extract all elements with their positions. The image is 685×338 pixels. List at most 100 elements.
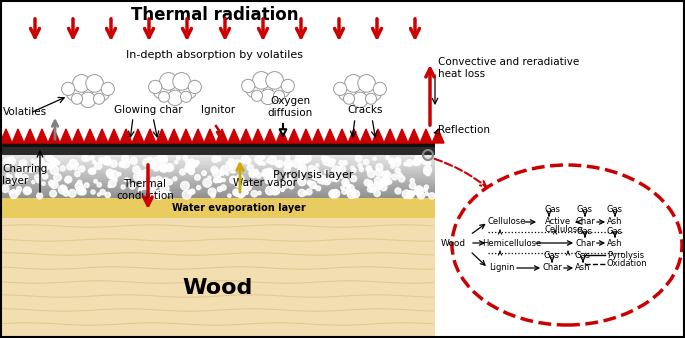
Circle shape xyxy=(50,166,59,174)
Circle shape xyxy=(53,173,62,181)
Circle shape xyxy=(153,165,159,171)
Circle shape xyxy=(186,160,190,164)
Circle shape xyxy=(62,82,75,96)
Circle shape xyxy=(108,173,111,176)
Circle shape xyxy=(167,166,173,171)
Circle shape xyxy=(334,82,347,96)
Bar xyxy=(0,187,435,189)
Circle shape xyxy=(276,160,284,167)
Circle shape xyxy=(282,180,290,188)
Circle shape xyxy=(134,173,142,181)
Circle shape xyxy=(145,157,153,166)
Circle shape xyxy=(374,190,380,197)
Circle shape xyxy=(76,78,100,102)
Polygon shape xyxy=(168,129,180,143)
Polygon shape xyxy=(0,129,12,143)
Circle shape xyxy=(166,179,173,185)
Circle shape xyxy=(148,187,151,191)
Text: Convective and reradiative
heat loss: Convective and reradiative heat loss xyxy=(438,57,580,79)
Circle shape xyxy=(12,189,15,193)
Circle shape xyxy=(387,179,392,184)
Circle shape xyxy=(380,184,387,191)
Circle shape xyxy=(255,171,258,174)
Circle shape xyxy=(155,179,162,186)
Text: Oxidation: Oxidation xyxy=(607,260,647,268)
Circle shape xyxy=(75,183,83,190)
Circle shape xyxy=(404,162,408,166)
Circle shape xyxy=(246,80,264,98)
Circle shape xyxy=(238,190,245,197)
Circle shape xyxy=(95,163,102,170)
Circle shape xyxy=(238,192,244,198)
Circle shape xyxy=(263,171,268,176)
Circle shape xyxy=(173,177,177,181)
Circle shape xyxy=(416,191,423,197)
Text: Gas: Gas xyxy=(545,206,561,215)
Circle shape xyxy=(100,160,103,164)
Circle shape xyxy=(266,159,270,163)
Circle shape xyxy=(195,175,200,180)
Circle shape xyxy=(255,156,262,163)
Circle shape xyxy=(56,161,60,165)
Circle shape xyxy=(188,169,195,175)
Bar xyxy=(0,192,435,194)
Circle shape xyxy=(42,163,49,170)
Text: Active: Active xyxy=(545,217,571,226)
Text: Volatiles: Volatiles xyxy=(3,107,47,117)
Circle shape xyxy=(233,160,242,169)
Circle shape xyxy=(323,157,331,165)
Circle shape xyxy=(287,163,292,167)
Circle shape xyxy=(415,186,423,194)
Circle shape xyxy=(386,156,389,159)
Circle shape xyxy=(298,177,306,186)
Circle shape xyxy=(268,170,274,176)
Circle shape xyxy=(3,158,12,167)
Text: Gas: Gas xyxy=(575,251,591,261)
Circle shape xyxy=(343,161,347,165)
Circle shape xyxy=(167,192,171,195)
Circle shape xyxy=(8,175,12,179)
Circle shape xyxy=(415,187,423,195)
Polygon shape xyxy=(372,129,384,143)
Circle shape xyxy=(71,93,82,104)
Circle shape xyxy=(103,158,110,165)
Text: Gas: Gas xyxy=(544,251,560,261)
Circle shape xyxy=(347,190,356,198)
Circle shape xyxy=(325,170,328,173)
Circle shape xyxy=(158,153,166,162)
Bar xyxy=(0,143,435,155)
Circle shape xyxy=(225,172,229,175)
Circle shape xyxy=(342,189,347,194)
Circle shape xyxy=(345,75,362,92)
Circle shape xyxy=(424,166,432,173)
Polygon shape xyxy=(396,129,408,143)
Circle shape xyxy=(129,183,136,189)
Circle shape xyxy=(272,172,277,177)
Circle shape xyxy=(146,161,149,164)
Circle shape xyxy=(6,174,10,177)
Circle shape xyxy=(160,184,169,193)
Circle shape xyxy=(175,161,177,164)
Circle shape xyxy=(153,158,161,166)
Circle shape xyxy=(356,155,362,162)
Circle shape xyxy=(176,156,180,160)
Text: Cellulose: Cellulose xyxy=(488,217,526,226)
Circle shape xyxy=(265,169,271,174)
Circle shape xyxy=(233,189,240,196)
Polygon shape xyxy=(252,129,264,143)
Circle shape xyxy=(125,178,129,182)
Circle shape xyxy=(373,82,386,96)
Circle shape xyxy=(90,169,96,174)
Circle shape xyxy=(303,191,308,195)
Circle shape xyxy=(179,81,197,99)
Circle shape xyxy=(106,161,110,165)
Circle shape xyxy=(114,178,117,182)
Circle shape xyxy=(49,180,55,186)
Circle shape xyxy=(80,189,86,195)
Circle shape xyxy=(340,175,343,178)
Circle shape xyxy=(352,92,368,107)
Circle shape xyxy=(51,158,58,165)
Bar xyxy=(0,196,435,198)
Circle shape xyxy=(25,188,32,194)
Text: Ash: Ash xyxy=(575,264,590,272)
